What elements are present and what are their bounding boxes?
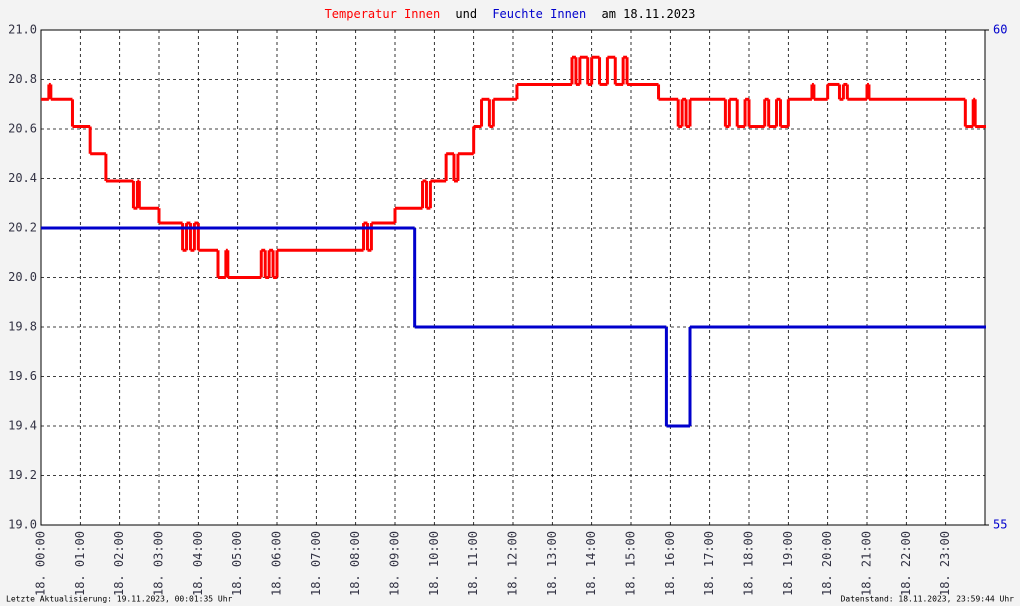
- x-tick-label: 18. 11:00: [466, 531, 480, 596]
- y2-tick-label: 55: [993, 518, 1007, 532]
- x-tick-label: 18. 10:00: [427, 531, 441, 596]
- title-series-2: Feuchte Innen: [492, 7, 586, 21]
- x-tick-label: 18. 19:00: [781, 531, 795, 596]
- plot-border: [40, 29, 986, 526]
- x-tick-label: 18. 02:00: [112, 531, 126, 596]
- x-tick-label: 18. 21:00: [860, 531, 874, 596]
- title-connector: und: [455, 7, 477, 21]
- y-tick-label: 20.0: [8, 270, 37, 284]
- x-tick-label: 18. 01:00: [73, 531, 87, 596]
- x-tick-label: 18. 23:00: [938, 531, 952, 596]
- y-tick-label: 21.0: [8, 23, 37, 37]
- footer-left: Letzte Aktualisierung: 19.11.2023, 00:01…: [6, 595, 233, 604]
- y-tick-label: 19.2: [8, 468, 37, 482]
- x-tick-label: 18. 18:00: [742, 531, 756, 596]
- x-tick-label: 18. 09:00: [388, 531, 402, 596]
- x-tick-label: 18. 06:00: [270, 531, 284, 596]
- y-tick-label: 20.6: [8, 122, 37, 136]
- x-tick-label: 18. 03:00: [152, 531, 166, 596]
- y-tick-label: 20.4: [8, 171, 37, 185]
- y-tick-label: 19.8: [8, 320, 37, 334]
- x-tick-label: 18. 14:00: [584, 531, 598, 596]
- x-tick-label: 18. 00:00: [34, 531, 48, 596]
- x-tick-label: 18. 08:00: [348, 531, 362, 596]
- y-tick-label: 19.0: [8, 518, 37, 532]
- x-tick-label: 18. 16:00: [663, 531, 677, 596]
- x-tick-label: 18. 07:00: [309, 531, 323, 596]
- y-tick-label: 20.2: [8, 221, 37, 235]
- x-tick-label: 18. 20:00: [820, 531, 834, 596]
- x-tick-label: 18. 15:00: [624, 531, 638, 596]
- x-tick-label: 18. 13:00: [545, 531, 559, 596]
- title-series-1: Temperatur Innen: [325, 7, 441, 21]
- x-tick-label: 18. 22:00: [899, 531, 913, 596]
- footer-right: Datenstand: 18.11.2023, 23:59:44 Uhr: [841, 595, 1015, 604]
- x-tick-label: 18. 17:00: [702, 531, 716, 596]
- x-tick-label: 18. 04:00: [191, 531, 205, 596]
- title-date: am 18.11.2023: [601, 7, 695, 21]
- y-tick-label: 20.8: [8, 72, 37, 86]
- y2-tick-label: 60: [993, 23, 1007, 37]
- x-tick-label: 18. 12:00: [506, 531, 520, 596]
- y-tick-label: 19.4: [8, 419, 37, 433]
- y-tick-label: 19.6: [8, 369, 37, 383]
- x-tick-label: 18. 05:00: [230, 531, 244, 596]
- chart-title: Temperatur Innen und Feuchte Innen am 18…: [325, 7, 696, 21]
